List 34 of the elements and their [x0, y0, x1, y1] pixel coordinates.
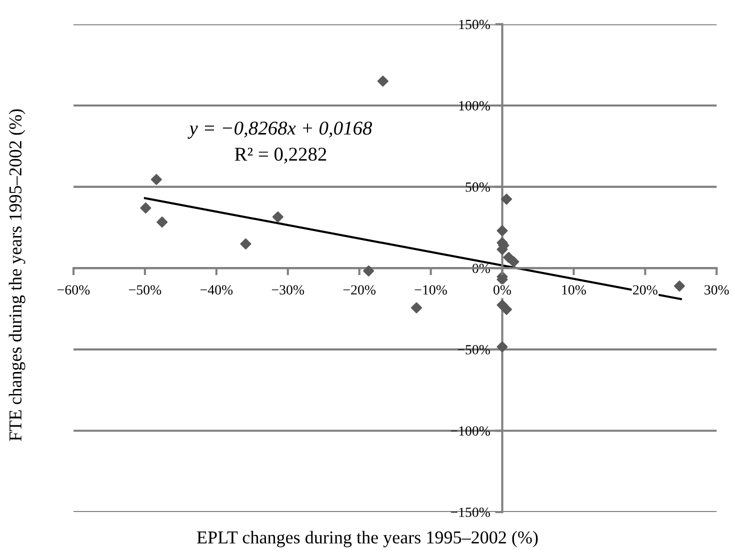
y-tick-label: −150% [450, 508, 490, 518]
x-axis-title: EPLT changes during the years 1995–2002 (%) [197, 530, 538, 548]
annotation: R² = 0,2282 [234, 148, 326, 164]
point [272, 211, 284, 222]
x-tick-label: 30% [704, 285, 729, 295]
point [363, 265, 374, 276]
point [501, 304, 512, 315]
point [496, 341, 508, 352]
y-tick-label: 100% [459, 101, 490, 111]
point [150, 174, 162, 186]
point [496, 225, 508, 236]
x-tick-label: −40% [200, 285, 233, 295]
x-tick-label: −30% [272, 285, 304, 295]
x-tick-label: −10% [414, 285, 447, 295]
x-tick-label: 10% [562, 285, 586, 295]
x-tick-label: −20% [343, 285, 376, 295]
point [501, 194, 512, 205]
y-tick-label: 50% [466, 182, 490, 192]
y-tick-label: −100% [450, 426, 490, 436]
y-tick-label: 150% [459, 20, 490, 30]
point [140, 202, 152, 214]
point [674, 280, 685, 292]
y-axis-title: FTE changes during the years 1995–2002 (%) [8, 109, 26, 441]
y-tick-label: −50% [458, 345, 490, 354]
point [156, 216, 168, 228]
point [508, 256, 520, 268]
annotation: y = −0,8268x + 0,0168 [188, 122, 372, 139]
point [410, 302, 422, 314]
point [240, 238, 252, 250]
x-tick-label: −60% [58, 285, 90, 295]
x-tick-label: −50% [129, 285, 162, 295]
x-tick-label: 20% [633, 285, 658, 295]
x-tick-label: 0% [494, 285, 512, 295]
point [377, 76, 388, 87]
